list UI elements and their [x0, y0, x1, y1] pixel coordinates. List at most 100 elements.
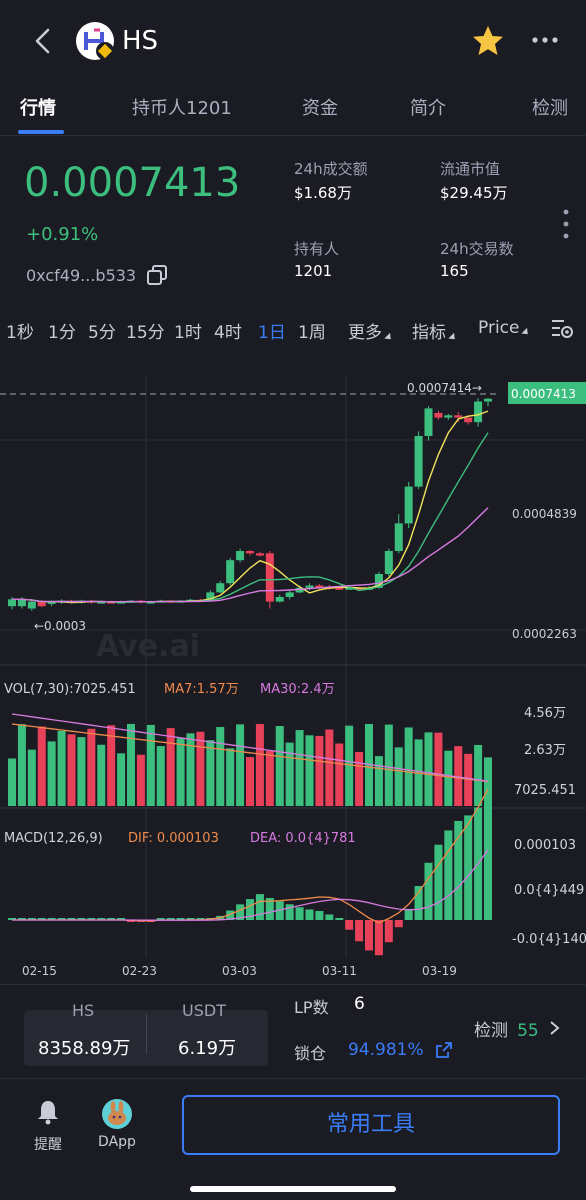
- interval-1h[interactable]: 1时: [174, 323, 202, 343]
- volume-bar: [295, 730, 304, 806]
- tab-funds[interactable]: 资金: [302, 98, 338, 119]
- candles-group: [8, 397, 492, 611]
- volume-bar: [27, 749, 36, 806]
- interval-1m[interactable]: 1分: [48, 323, 76, 343]
- volume-bar: [434, 732, 443, 806]
- macd-bar: [404, 908, 413, 920]
- current-price-tag: [508, 382, 586, 404]
- macd-bar: [285, 904, 294, 920]
- moving-average-lines: [12, 410, 489, 604]
- bell-icon: [38, 1101, 58, 1125]
- volume-bar: [464, 753, 473, 806]
- holders-label: 持有人: [294, 240, 340, 258]
- volume-bar: [444, 750, 453, 806]
- txns-value: 165: [440, 262, 469, 280]
- volume-bar: [17, 724, 26, 806]
- price-mode-dropdown[interactable]: Price: [478, 318, 532, 338]
- candle: [17, 599, 26, 607]
- macd-bar: [196, 918, 205, 920]
- macd-bar: [246, 899, 254, 920]
- candle: [47, 601, 56, 604]
- candle: [444, 415, 453, 418]
- volume-bar: [136, 754, 145, 806]
- volume-ma7: MA7:1.57万: [164, 682, 239, 697]
- tab-check[interactable]: 检测: [532, 98, 568, 119]
- interval-5m[interactable]: 5分: [88, 323, 116, 343]
- dapp-button[interactable]: DApp: [92, 1098, 142, 1154]
- candle: [474, 401, 483, 423]
- interval-1w[interactable]: 1周: [298, 323, 326, 343]
- macd-bar: [176, 918, 185, 920]
- interval-15m[interactable]: 15分: [126, 323, 165, 343]
- volume-bar: [484, 757, 492, 806]
- lock-label: 锁仓: [294, 1044, 327, 1063]
- ma-line: [12, 507, 489, 603]
- volume-bar: [127, 723, 135, 806]
- volume-bar: [206, 740, 215, 806]
- macd-bar: [315, 910, 324, 920]
- macd-bar: [117, 918, 126, 920]
- volume-bar: [265, 751, 274, 806]
- interval-1s[interactable]: 1秒: [6, 323, 34, 343]
- interval-4h[interactable]: 4时: [214, 323, 242, 343]
- candle: [285, 592, 294, 597]
- check-label: 检测: [474, 1021, 508, 1041]
- volume-bar: [37, 726, 46, 806]
- price-chart[interactable]: Ave.ai 0.0007414→ ←0.0003 0.0007413 0.00…: [0, 360, 586, 980]
- volume-bar: [186, 733, 195, 806]
- more-options-button[interactable]: [530, 28, 560, 52]
- volume-bar: [255, 724, 264, 806]
- macd-label: MACD(12,26,9): [4, 831, 103, 846]
- common-tools-button[interactable]: 常用工具: [182, 1095, 560, 1155]
- chart-settings-button[interactable]: [550, 316, 574, 345]
- pancake-bunny-icon: [102, 1099, 132, 1129]
- tab-market[interactable]: 行情: [20, 98, 56, 119]
- more-intervals-dropdown[interactable]: 更多: [348, 318, 394, 343]
- macd-bar: [394, 920, 403, 928]
- base-token-label: HS: [72, 1001, 95, 1020]
- candle: [206, 592, 215, 600]
- macd-bar: [374, 920, 383, 956]
- volume-bar: [176, 738, 185, 806]
- favorite-button[interactable]: [470, 24, 506, 58]
- macd-dif: DIF: 0.000103: [128, 831, 219, 846]
- more-dots-icon: [532, 37, 558, 43]
- pair-divider: [146, 1014, 147, 1054]
- volume-bar: [384, 724, 393, 806]
- macd-bar: [27, 918, 36, 920]
- macd-bar: [355, 920, 364, 942]
- back-button[interactable]: [28, 24, 58, 58]
- interval-1d[interactable]: 1日: [258, 323, 286, 343]
- alert-button[interactable]: 提醒: [26, 1098, 70, 1154]
- copy-address-button[interactable]: [146, 264, 168, 286]
- candle: [255, 553, 264, 556]
- volume-bar: [355, 751, 364, 806]
- volume-axis-label: 4.56万: [524, 706, 566, 721]
- tab-holders[interactable]: 持币人1201: [132, 98, 232, 119]
- macd-histogram: [8, 788, 492, 956]
- macd-dea: DEA: 0.0{4}781: [250, 831, 356, 846]
- candle: [345, 587, 354, 590]
- macd-bar: [77, 918, 86, 920]
- volume-bar: [57, 730, 66, 806]
- stats-more-button[interactable]: [560, 206, 572, 246]
- macd-line: [12, 849, 489, 921]
- volume-bar: [117, 753, 126, 806]
- macd-bar: [255, 894, 264, 920]
- volume-axis-label: 2.63万: [524, 743, 566, 758]
- security-check-link[interactable]: 检测 55: [474, 1016, 562, 1041]
- indicators-dropdown[interactable]: 指标: [412, 318, 458, 343]
- candle: [236, 551, 245, 561]
- macd-axis-label: 0.0{4}449: [514, 883, 584, 898]
- tab-intro[interactable]: 简介: [410, 98, 446, 119]
- candle: [424, 408, 433, 436]
- volume-bar: [315, 736, 324, 806]
- top-header: HS: [0, 0, 586, 82]
- price-mode-label: Price: [478, 318, 520, 338]
- volume-bar: [77, 737, 86, 806]
- lock-link-button[interactable]: [434, 1040, 454, 1064]
- candle: [216, 583, 225, 593]
- macd-bar: [57, 918, 66, 920]
- pool-info-bar: [0, 984, 586, 1080]
- low-marker: ←0.0003: [34, 619, 86, 633]
